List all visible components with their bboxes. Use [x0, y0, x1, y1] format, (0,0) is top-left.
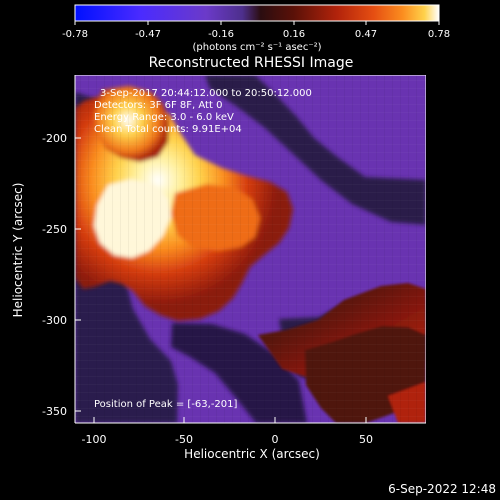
clean-total-counts-text: Clean Total counts: 9.91E+04 — [94, 124, 242, 135]
colorbar-scale — [74, 4, 440, 22]
y-axis-label: Heliocentric Y (arcsec) — [11, 183, 25, 318]
x-tick-label: -50 — [175, 433, 193, 446]
x-tick-label: -100 — [82, 433, 107, 446]
colorbar-tick-label: -0.47 — [135, 29, 161, 40]
x-ticks — [93, 417, 367, 423]
x-axis-label: Heliocentric X (arcsec) — [184, 447, 320, 461]
axes: -100 -50 0 50 -200 -250 -300 -350 Helioc… — [11, 75, 426, 461]
colorbar-tick-label: 0.16 — [283, 29, 305, 40]
colorbar-tick-label: 0.78 — [428, 29, 450, 40]
image-title: Reconstructed RHESSI Image — [149, 55, 354, 71]
colorbar-ticks — [74, 21, 440, 25]
heatmap-image — [75, 75, 426, 423]
colorbar-tick-label: 0.47 — [355, 29, 377, 40]
generated-timestamp: 6-Sep-2022 12:48 — [388, 482, 496, 496]
y-tick-label: -350 — [42, 405, 67, 418]
y-ticks — [75, 137, 81, 412]
pixel-grid-texture — [75, 75, 426, 423]
y-tick-label: -200 — [42, 132, 67, 145]
y-tick-label: -300 — [42, 314, 67, 327]
energy-range-text: Energy Range: 3.0 - 6.0 keV — [94, 112, 234, 123]
colorbar-unit-label: (photons cm⁻² s⁻¹ asec⁻²) — [192, 42, 321, 53]
colorbar-tick-label: -0.16 — [208, 29, 234, 40]
time-range-text: 3-Sep-2017 20:44:12.000 to 20:50:12.000 — [100, 88, 312, 99]
x-tick-label: 0 — [272, 433, 279, 446]
colorbar: -0.78 -0.47 -0.16 0.16 0.47 0.78 (photon… — [62, 4, 450, 53]
detectors-text: Detectors: 3F 6F 8F, Att 0 — [94, 100, 222, 111]
colorbar-tick-label: -0.78 — [62, 29, 88, 40]
x-tick-label: 50 — [359, 433, 373, 446]
peak-position-text: Position of Peak = [-63,-201] — [94, 399, 238, 410]
y-tick-label: -250 — [42, 223, 67, 236]
image-annotations: 3-Sep-2017 20:44:12.000 to 20:50:12.000 … — [94, 88, 312, 410]
